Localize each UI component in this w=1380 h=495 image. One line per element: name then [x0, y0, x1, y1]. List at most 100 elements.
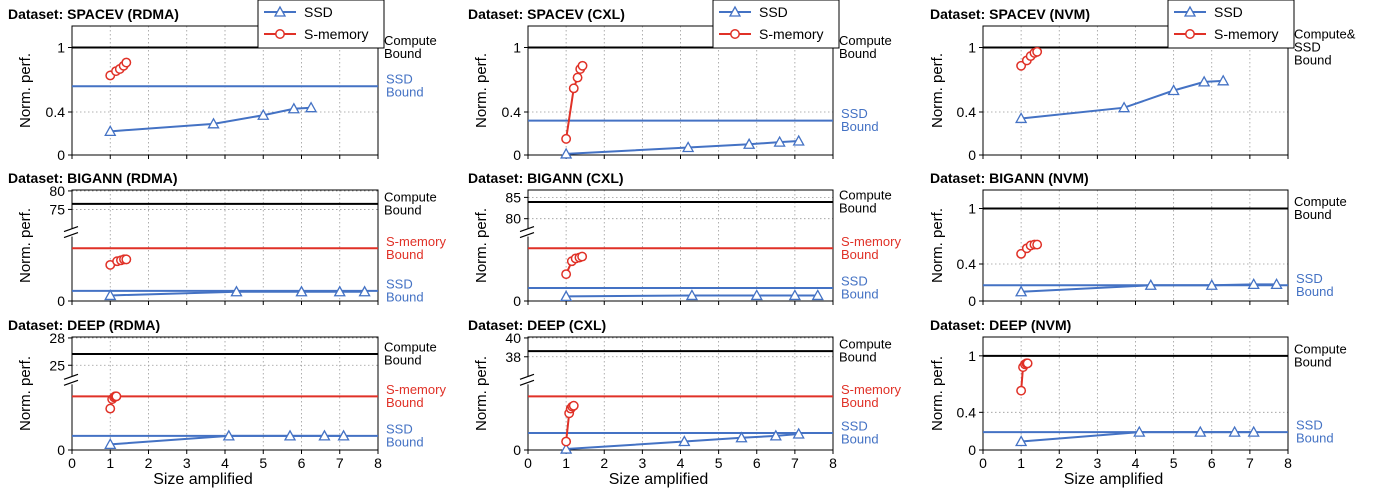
smem-point: [568, 400, 579, 411]
y-tick-label: 0: [57, 147, 65, 163]
subplot-5: Dataset: BIGANN (NVM) Norm. perf. 0 0.4 1 Com…: [929, 170, 1347, 309]
y-axis-label: Norm. perf.: [473, 356, 490, 431]
x-tick-label: 6: [298, 455, 306, 471]
smem-bound-label: Bound: [386, 395, 424, 410]
y-tick-label: 0.4: [957, 104, 977, 120]
ssd-point: [1270, 278, 1283, 290]
subplot-2: Dataset: SPACEV (NVM) Norm. perf. 0 0.4 1 Com…: [929, 0, 1356, 163]
compute-bound-label: Bound: [1294, 53, 1332, 68]
subplot-title: Dataset: BIGANN (RDMA): [8, 170, 178, 186]
y-tick-label: 0: [513, 442, 521, 458]
legend: SSD S-memory: [712, 0, 840, 49]
legend-smem-label: S-memory: [1214, 26, 1279, 42]
compute-bound-label: Bound: [839, 350, 877, 365]
ssd-point: [773, 135, 786, 147]
y-axis-label: Norm. perf.: [17, 356, 34, 431]
ssd-point: [257, 108, 270, 120]
ssd-point: [304, 101, 318, 113]
ssd-point: [207, 117, 220, 129]
smem-bound-label: S-memory: [841, 382, 901, 397]
subplot-4: Dataset: BIGANN (CXL) Norm. perf. 0 80 85 Com…: [468, 170, 901, 309]
x-tick-label: 3: [638, 455, 646, 471]
smem-point: [568, 83, 579, 94]
smem-point: [561, 269, 572, 280]
y-axis-label: Norm. perf.: [17, 208, 34, 283]
x-tick-label: 2: [1055, 455, 1063, 471]
axis-break-mark: [63, 379, 79, 386]
ssd-bound-label: Bound: [841, 432, 879, 447]
ssd-point: [104, 289, 117, 301]
ssd-point: [735, 431, 748, 443]
legend-ssd-label: SSD: [1214, 4, 1243, 20]
x-axis-label: Size amplified: [609, 471, 709, 488]
smem-bound-label: S-memory: [386, 234, 446, 249]
subplot-0: Dataset: SPACEV (RDMA) Norm. perf. 0 0.4 1 Co…: [8, 0, 437, 163]
ssd-point: [560, 290, 573, 302]
x-tick-label: 2: [600, 455, 608, 471]
ssd-bound-label: SSD: [386, 276, 413, 291]
y-tick-label: 85: [505, 189, 521, 205]
axis-break-mark: [519, 231, 535, 239]
axis-break-gap: [521, 376, 535, 385]
compute-bound-label: Compute: [384, 33, 437, 48]
ssd-bound-label: SSD: [841, 106, 868, 121]
y-tick-label: 28: [49, 330, 65, 346]
y-tick-label: 80: [505, 211, 521, 227]
ssd-point: [811, 289, 824, 301]
ssd-point: [1133, 425, 1146, 437]
y-tick-label: 1: [968, 201, 976, 217]
subplot-8: Dataset: DEEP (NVM) Norm. perf. 0 0.4 1 0 1 2 3 4…: [929, 317, 1347, 488]
y-axis-label: Norm. perf.: [17, 53, 34, 128]
y-tick-label: 75: [49, 201, 65, 217]
legend-smem-label: S-memory: [304, 26, 369, 42]
x-tick-label: 5: [715, 455, 723, 471]
subplot-3: Dataset: BIGANN (RDMA) Norm. perf. 0 75 80 Co…: [8, 170, 446, 309]
legend-ssd-marker: [1183, 5, 1197, 17]
x-tick-label: 0: [68, 455, 76, 471]
ssd-bound-label: SSD: [841, 419, 868, 434]
subplot-title: Dataset: BIGANN (CXL): [468, 170, 624, 186]
legend-ssd-marker: [728, 5, 742, 17]
ssd-bound-label: Bound: [386, 85, 424, 100]
ssd-bound-label: Bound: [1296, 284, 1334, 299]
ssd-bound-label: SSD: [841, 274, 868, 289]
y-tick-label: 0.4: [957, 256, 977, 272]
y-tick-label: 80: [49, 183, 65, 199]
y-tick-label: 0.4: [46, 104, 66, 120]
legend-ssd-label: SSD: [304, 4, 333, 20]
ssd-bound-label: SSD: [1296, 418, 1323, 433]
legend-ssd-label: SSD: [759, 4, 788, 20]
legend-smem-marker: [1185, 29, 1195, 39]
compute-bound-label: Bound: [1294, 354, 1332, 369]
ssd-point: [1247, 425, 1260, 437]
compute-bound-label: Compute: [839, 33, 892, 48]
smem-point: [577, 251, 588, 262]
ssd-point: [222, 429, 235, 441]
ssd-bound-label: Bound: [386, 434, 424, 449]
smem-bound-label: Bound: [841, 395, 879, 410]
ssd-point: [358, 285, 371, 297]
y-tick-label: 0: [513, 147, 521, 163]
ssd-point: [1167, 84, 1180, 96]
subplot-6: Dataset: DEEP (RDMA) Norm. perf. 0 25 28 0 1 2 3…: [8, 317, 446, 488]
ssd-point: [560, 147, 573, 159]
compute-bound-label: Compute: [384, 339, 437, 354]
compute-bound-label: Bound: [384, 46, 422, 61]
ssd-point: [1015, 112, 1028, 124]
ssd-point: [295, 285, 308, 297]
ssd-point: [1144, 278, 1157, 290]
x-tick-label: 7: [336, 455, 344, 471]
x-tick-label: 5: [1170, 455, 1178, 471]
ssd-bound-label: SSD: [386, 421, 413, 436]
ssd-point: [1217, 74, 1230, 86]
smem-point: [1032, 239, 1043, 250]
x-tick-label: 7: [1246, 455, 1254, 471]
compute-bound-label: Bound: [384, 202, 422, 217]
ssd-point: [743, 137, 756, 149]
ssd-point: [283, 429, 297, 441]
smem-bound-label: Bound: [841, 247, 879, 262]
compute-bound-label: Bound: [839, 46, 877, 61]
compute-bound-label: Compute: [384, 189, 437, 204]
ssd-series-line: [1021, 79, 1224, 120]
